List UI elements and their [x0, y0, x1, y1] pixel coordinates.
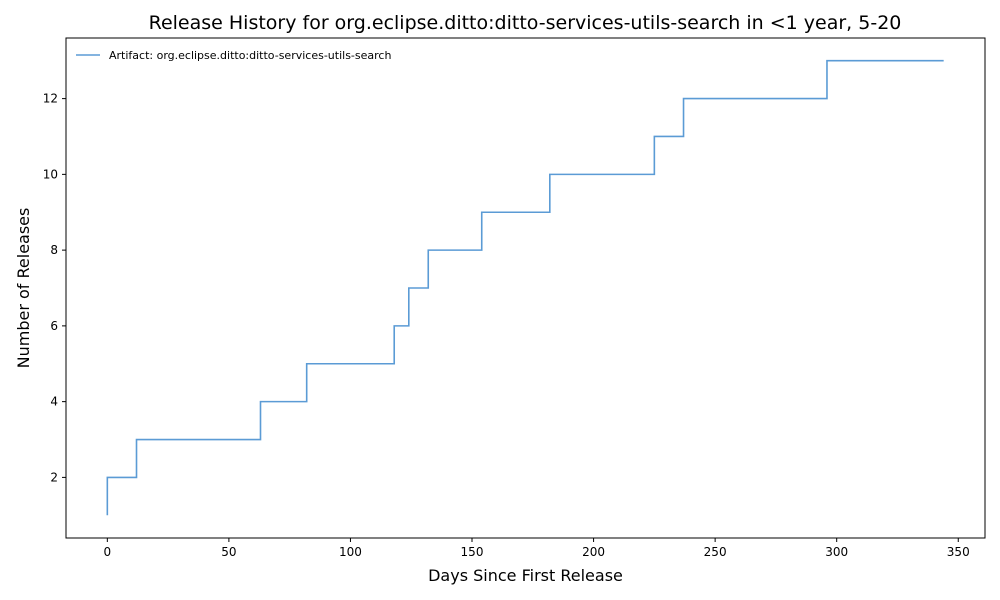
x-tick-label: 150: [461, 545, 484, 559]
x-tick-label: 200: [582, 545, 605, 559]
y-tick-label: 10: [43, 167, 58, 181]
series-layer: [106, 59, 944, 516]
plot-frame: [65, 37, 986, 539]
x-tick-label: 100: [339, 545, 362, 559]
x-axis-label: Days Since First Release: [428, 566, 623, 585]
x-tick-label: 350: [947, 545, 970, 559]
x-tick-label: 50: [221, 545, 236, 559]
series-line-0: [106, 59, 944, 516]
y-tick-label: 12: [43, 92, 58, 106]
legend: Artifact: org.eclipse.ditto:ditto-servic…: [76, 49, 391, 62]
plot-area: [65, 37, 986, 539]
y-tick-label: 4: [50, 395, 58, 409]
y-axis: 2 4 6 8 10 12: [43, 92, 66, 484]
x-tick-label: 300: [825, 545, 848, 559]
y-tick-label: 8: [50, 243, 58, 257]
y-axis-label: Number of Releases: [14, 208, 33, 369]
x-tick-label: 0: [104, 545, 112, 559]
chart-title: Release History for org.eclipse.ditto:di…: [149, 12, 902, 34]
x-axis: 0 50 100 150 200 250 300 350: [104, 538, 970, 559]
y-tick-label: 6: [50, 319, 58, 333]
y-tick-label: 2: [50, 470, 58, 484]
legend-label: Artifact: org.eclipse.ditto:ditto-servic…: [109, 49, 391, 62]
x-tick-label: 250: [704, 545, 727, 559]
